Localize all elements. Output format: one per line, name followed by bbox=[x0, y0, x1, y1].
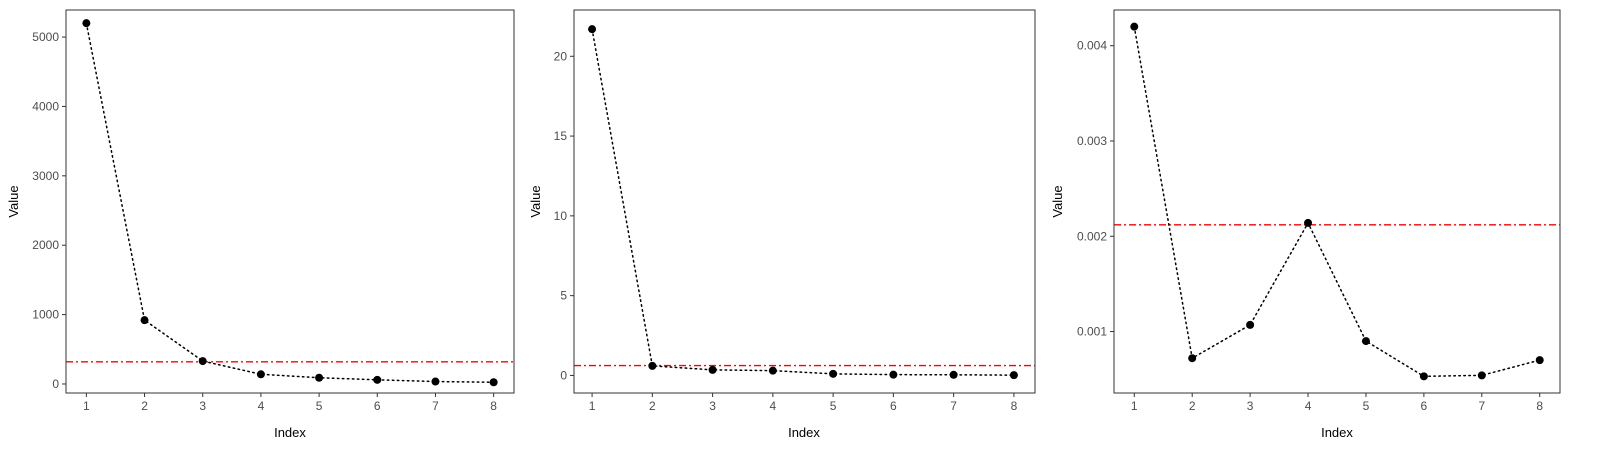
data-point bbox=[1419, 372, 1428, 381]
y-tick-label: 4000 bbox=[32, 99, 59, 113]
panel-2: 0 5 10 15 20 1 2 3 4 5 6 7 8 Index Value bbox=[528, 9, 1036, 440]
data-point bbox=[1304, 218, 1313, 227]
y-axis-title: Value bbox=[1050, 185, 1065, 217]
data-point bbox=[1130, 22, 1139, 31]
x-tick-label: 2 bbox=[649, 399, 656, 413]
y-tick-label: 3000 bbox=[32, 169, 59, 183]
y-tick-label: 5000 bbox=[32, 30, 59, 44]
y-axis-title: Value bbox=[528, 185, 543, 217]
y-tick-label: 0.003 bbox=[1077, 134, 1107, 148]
x-tick-label: 7 bbox=[1478, 399, 1485, 413]
panel-3: 0.001 0.002 0.003 0.004 1 2 3 4 5 6 7 8 Index Value bbox=[1050, 9, 1561, 440]
x-tick-label: 3 bbox=[709, 399, 716, 413]
x-tick-label: 4 bbox=[1305, 399, 1312, 413]
data-point bbox=[1477, 371, 1486, 380]
y-tick-label: 0 bbox=[52, 377, 59, 391]
x-tick-label: 1 bbox=[83, 399, 90, 413]
panel-1: 0 1000 2000 3000 4000 5000 1 2 3 4 5 6 7 8 Index Value bbox=[6, 9, 515, 440]
panel-border bbox=[1113, 9, 1561, 394]
x-axis-title: Index bbox=[1321, 425, 1353, 440]
data-point bbox=[1188, 354, 1197, 363]
x-tick-label: 3 bbox=[199, 399, 206, 413]
series-line bbox=[85, 22, 495, 383]
x-tick-label: 1 bbox=[589, 399, 596, 413]
y-tick-label: 10 bbox=[554, 209, 568, 223]
y-tick-label: 5 bbox=[560, 289, 567, 303]
data-point bbox=[829, 369, 838, 378]
data-point bbox=[1361, 337, 1370, 346]
x-tick-label: 8 bbox=[1536, 399, 1543, 413]
data-point bbox=[140, 316, 149, 325]
data-point bbox=[373, 375, 382, 384]
series-line bbox=[591, 28, 1015, 376]
y-tick-label: 0.001 bbox=[1077, 325, 1107, 339]
data-point bbox=[1009, 371, 1018, 380]
x-tick-label: 1 bbox=[1131, 399, 1138, 413]
data-point bbox=[588, 25, 597, 34]
data-point bbox=[648, 361, 657, 370]
x-axis-title: Index bbox=[788, 425, 820, 440]
x-tick-label: 4 bbox=[770, 399, 777, 413]
y-axis-title: Value bbox=[6, 185, 21, 217]
data-point bbox=[1535, 356, 1544, 365]
data-point bbox=[256, 370, 265, 379]
y-tick-label: 20 bbox=[554, 49, 568, 63]
data-point bbox=[768, 366, 777, 375]
data-point bbox=[1246, 320, 1255, 329]
x-tick-label: 2 bbox=[1189, 399, 1196, 413]
y-tick-label: 15 bbox=[554, 129, 568, 143]
x-tick-label: 6 bbox=[1421, 399, 1428, 413]
data-point bbox=[198, 357, 207, 366]
x-tick-label: 5 bbox=[316, 399, 323, 413]
y-tick-label: 1000 bbox=[32, 308, 59, 322]
panel-border bbox=[573, 9, 1036, 394]
data-point bbox=[431, 377, 440, 386]
series-line bbox=[1133, 25, 1541, 378]
x-tick-label: 5 bbox=[1363, 399, 1370, 413]
x-tick-label: 6 bbox=[374, 399, 381, 413]
x-tick-label: 3 bbox=[1247, 399, 1254, 413]
y-tick-label: 2000 bbox=[32, 238, 59, 252]
y-tick-label: 0 bbox=[560, 368, 567, 382]
x-tick-label: 7 bbox=[950, 399, 957, 413]
data-point bbox=[315, 373, 324, 382]
data-point bbox=[708, 365, 717, 374]
x-axis-title: Index bbox=[274, 425, 306, 440]
x-tick-label: 7 bbox=[432, 399, 439, 413]
panel-border bbox=[65, 9, 515, 394]
x-tick-label: 4 bbox=[258, 399, 265, 413]
x-tick-label: 2 bbox=[141, 399, 148, 413]
x-tick-label: 6 bbox=[890, 399, 897, 413]
y-tick-label: 0.002 bbox=[1077, 229, 1107, 243]
x-tick-label: 8 bbox=[490, 399, 497, 413]
x-tick-label: 8 bbox=[1011, 399, 1018, 413]
data-point bbox=[889, 370, 898, 379]
data-point bbox=[82, 19, 91, 28]
x-tick-label: 5 bbox=[830, 399, 837, 413]
y-tick-label: 0.004 bbox=[1077, 39, 1107, 53]
data-point bbox=[949, 370, 958, 379]
data-point bbox=[489, 378, 498, 387]
